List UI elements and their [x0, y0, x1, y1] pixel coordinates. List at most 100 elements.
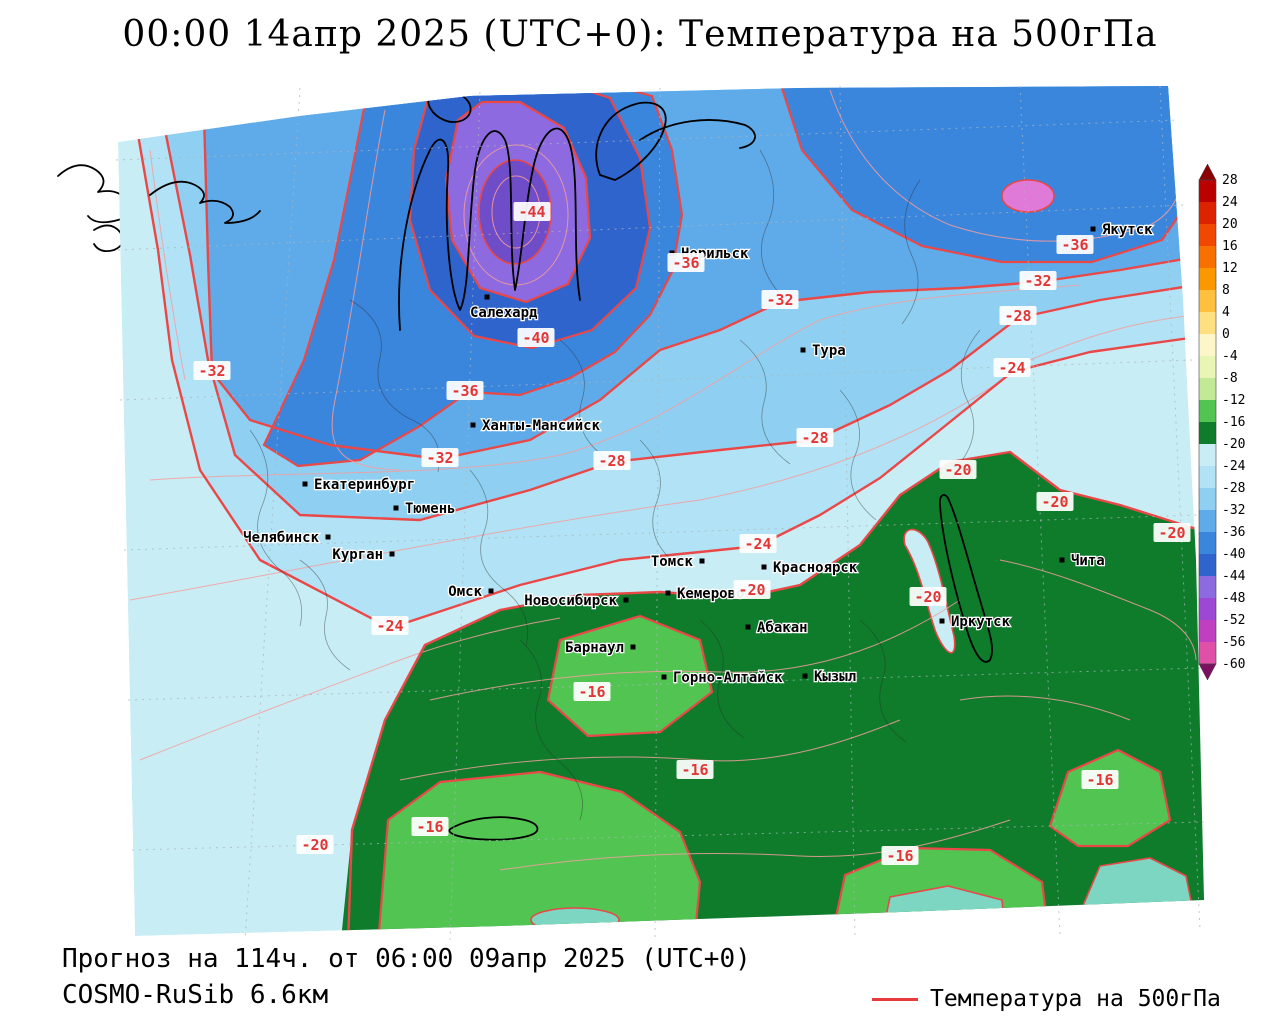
map-legend: Температура на 500гПа	[872, 986, 1221, 1012]
city-dot	[471, 423, 476, 428]
colorbar-tick: -20	[1222, 437, 1245, 452]
isotherm-label: -20	[738, 581, 765, 599]
colorbar-band	[1199, 642, 1216, 664]
city-label: Барнаул	[565, 640, 624, 656]
isotherm-label: -20	[944, 461, 971, 479]
city-dot	[631, 645, 636, 650]
city-dot	[940, 619, 945, 624]
isotherm-label: -20	[1158, 524, 1185, 542]
colorbar-band	[1199, 488, 1216, 510]
colorbar-band	[1199, 378, 1216, 400]
isotherm-label: -24	[376, 617, 403, 635]
isotherm-label: -28	[1004, 307, 1031, 325]
city-dot	[662, 675, 667, 680]
colorbar-band	[1199, 510, 1216, 532]
city-label: Челябинск	[243, 530, 319, 546]
isotherm-label: -32	[1024, 272, 1051, 290]
colorbar-tick: -12	[1222, 393, 1245, 408]
city-label: Томск	[651, 554, 694, 570]
isotherm-label: -36	[451, 382, 478, 400]
temperature-colorbar: 2824201612840-4-8-12-16-20-24-28-32-36-4…	[1199, 164, 1246, 680]
isotherm-label: -24	[744, 535, 771, 553]
city-label: Иркутск	[951, 614, 1011, 630]
city-dot	[762, 565, 767, 570]
temperature-field	[118, 78, 1215, 950]
city-dot	[700, 559, 705, 564]
city-dot	[624, 598, 629, 603]
city-dot	[326, 535, 331, 540]
city-label: Екатеринбург	[314, 477, 415, 493]
isotherm-label: -16	[578, 683, 605, 701]
city-dot	[746, 625, 751, 630]
city-dot	[390, 552, 395, 557]
isotherm-label: -36	[672, 254, 699, 272]
legend-label: Температура на 500гПа	[930, 986, 1221, 1012]
colorbar-band	[1199, 180, 1216, 202]
isotherm-label: -24	[998, 359, 1025, 377]
colorbar-tick: -16	[1222, 415, 1245, 430]
colorbar-band	[1199, 312, 1216, 334]
colorbar-band	[1199, 466, 1216, 488]
isotherm-label: -32	[766, 291, 793, 309]
isotherm-label: -28	[598, 452, 625, 470]
isotherm-label: -16	[886, 847, 913, 865]
colorbar-tick: -52	[1222, 613, 1245, 628]
colorbar-band	[1199, 268, 1216, 290]
city-label: Кызыл	[814, 669, 856, 685]
city-label: Омск	[448, 584, 482, 600]
legend-line-sample	[872, 998, 918, 1001]
colorbar-band	[1199, 400, 1216, 422]
colorbar-tick: -32	[1222, 503, 1245, 518]
colorbar-tick: 28	[1222, 173, 1238, 188]
isotherm-label: -16	[1086, 771, 1113, 789]
city-dot	[803, 674, 808, 679]
colorbar-tick: -40	[1222, 547, 1245, 562]
colorbar-band	[1199, 356, 1216, 378]
isotherm-label: -20	[914, 588, 941, 606]
city-dot	[303, 482, 308, 487]
city-dot	[1091, 227, 1096, 232]
forecast-info: Прогноз на 114ч. от 06:00 09апр 2025 (UT…	[62, 944, 751, 974]
isotherm-label: -44	[518, 203, 545, 221]
colorbar-tick: 4	[1222, 305, 1230, 320]
colorbar-tick: 8	[1222, 283, 1230, 298]
city-label: Новосибирск	[524, 593, 617, 609]
city-dot	[666, 591, 671, 596]
city-dot	[489, 589, 494, 594]
city-dot	[801, 348, 806, 353]
cold-patch-teal-3	[531, 908, 619, 932]
city-label: Якутск	[1102, 222, 1153, 238]
colorbar-band	[1199, 290, 1216, 312]
colorbar-band	[1199, 532, 1216, 554]
city-label: Тюмень	[405, 501, 456, 517]
colorbar-tick: -36	[1222, 525, 1245, 540]
colorbar-arrow-bottom	[1199, 664, 1216, 680]
city-dot	[1060, 558, 1065, 563]
isotherm-label: -20	[1041, 493, 1068, 511]
colorbar-band	[1199, 576, 1216, 598]
colorbar-band	[1199, 620, 1216, 642]
colorbar-band	[1199, 334, 1216, 356]
city-label: Абакан	[757, 620, 808, 636]
cold-spot-pink	[1002, 180, 1054, 212]
isotherm-label: -16	[416, 818, 443, 836]
city-label: Чита	[1071, 553, 1105, 569]
city-label: Красноярск	[773, 560, 858, 576]
colorbar-band	[1199, 598, 1216, 620]
city-label: Салехард	[470, 305, 538, 321]
colorbar-tick: 24	[1222, 195, 1238, 210]
colorbar-tick: -28	[1222, 481, 1245, 496]
colorbar-tick: 0	[1222, 327, 1230, 342]
city-label: Горно-Алтайск	[673, 670, 783, 686]
isotherm-label: -32	[426, 449, 453, 467]
isotherm-label: -16	[681, 761, 708, 779]
city-dot	[394, 506, 399, 511]
colorbar-arrow-top	[1199, 164, 1216, 180]
colorbar-band	[1199, 246, 1216, 268]
colorbar-tick: -8	[1222, 371, 1238, 386]
colorbar-tick: -44	[1222, 569, 1246, 584]
city-dot	[485, 295, 490, 300]
weather-map: НорильскЯкутскСалехардТураХанты-Мансийск…	[0, 0, 1280, 1024]
colorbar-band	[1199, 224, 1216, 246]
colorbar-tick: 16	[1222, 239, 1238, 254]
